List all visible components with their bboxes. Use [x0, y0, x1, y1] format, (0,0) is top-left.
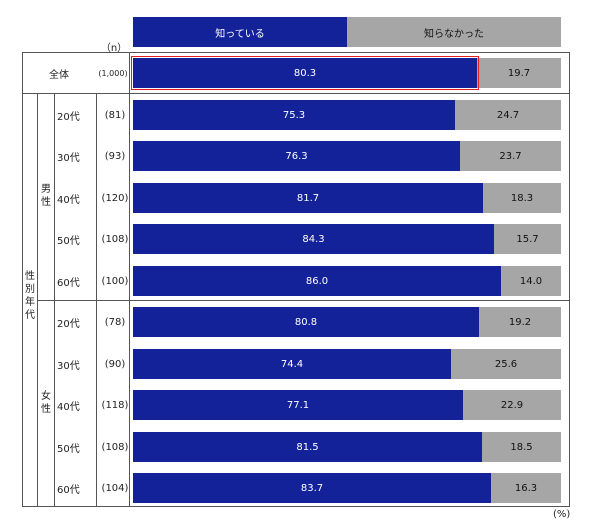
total-row-divider [22, 93, 570, 94]
bar-know: 81.5 [133, 432, 482, 462]
bar-notknow: 14.0 [501, 266, 561, 296]
bar-know-value: 81.7 [296, 192, 320, 204]
bar-know: 80.3 [133, 58, 477, 88]
bar-notknow-value: 19.7 [507, 67, 531, 79]
bar-know: 81.7 [133, 183, 483, 213]
bar-notknow-value: 14.0 [519, 275, 543, 287]
legend-know-label: 知っている [215, 28, 265, 40]
bar-notknow-value: 18.5 [510, 441, 533, 453]
row-n-value: (93) [104, 150, 126, 162]
bar-notknow: 15.7 [494, 224, 561, 254]
row-n-value: (104) [101, 482, 129, 494]
bar-know-value: 77.1 [286, 399, 310, 411]
row-label: 30代 [57, 360, 80, 372]
bar-notknow: 25.6 [451, 349, 561, 379]
row-n-value: (81) [104, 109, 126, 121]
bar-notknow: 24.7 [455, 100, 561, 130]
bar-know-value: 76.3 [285, 150, 308, 162]
n-column-divider [129, 52, 130, 507]
n-column-header: （n） [100, 43, 128, 54]
chart-frame [22, 52, 570, 507]
bar-notknow: 19.7 [477, 58, 561, 88]
row-n-value: (108) [101, 233, 129, 245]
bar-notknow-value: 24.7 [496, 109, 520, 121]
bar-notknow: 19.2 [479, 307, 561, 337]
bar-know: 83.7 [133, 473, 491, 503]
bar-know: 75.3 [133, 100, 455, 130]
row-label: 20代 [57, 111, 80, 123]
bar-notknow-value: 22.9 [500, 399, 524, 411]
unit-label: (%) [553, 509, 571, 520]
bar-know-value: 74.4 [280, 358, 304, 370]
row-n-value: (90) [104, 358, 126, 370]
bar-notknow-value: 23.7 [499, 150, 522, 162]
row-n-value: (118) [101, 399, 129, 411]
bar-notknow: 22.9 [463, 390, 561, 420]
bar-notknow-value: 16.3 [514, 482, 538, 494]
bar-notknow: 18.3 [483, 183, 561, 213]
bar-notknow-value: 18.3 [510, 192, 534, 204]
row-n-value: (100) [101, 275, 129, 287]
row-label: 60代 [57, 484, 80, 496]
male-label: 男性 [41, 184, 51, 208]
bar-notknow: 23.7 [460, 141, 561, 171]
bar-know: 86.0 [133, 266, 501, 296]
legend-notknow: 知らなかった [347, 17, 561, 47]
legend-know: 知っている [133, 17, 347, 47]
row-label: 20代 [57, 318, 80, 330]
bar-know-value: 80.3 [293, 67, 317, 79]
legend-notknow-label: 知らなかった [424, 28, 484, 40]
bar-know: 77.1 [133, 390, 463, 420]
bar-notknow-value: 15.7 [516, 233, 539, 245]
row-label: 30代 [57, 152, 80, 164]
bar-know-value: 75.3 [282, 109, 306, 121]
row-n-value: (108) [101, 441, 129, 453]
bar-know-value: 83.7 [300, 482, 324, 494]
bar-notknow-value: 25.6 [494, 358, 518, 370]
bar-know-value: 84.3 [302, 233, 325, 245]
row-label: 40代 [57, 194, 80, 206]
bar-know-value: 81.5 [296, 441, 319, 453]
bar-know: 74.4 [133, 349, 451, 379]
row-n-value: (78) [104, 316, 126, 328]
total-label: 全体 [49, 69, 69, 81]
gender-divider [37, 300, 570, 301]
row-label: 50代 [57, 443, 80, 455]
row-label: 60代 [57, 277, 80, 289]
row-label: 50代 [57, 235, 80, 247]
bar-know: 80.8 [133, 307, 479, 337]
bar-notknow: 18.5 [482, 432, 561, 462]
bar-notknow: 16.3 [491, 473, 561, 503]
bar-notknow-value: 19.2 [508, 316, 532, 328]
row-label: 40代 [57, 401, 80, 413]
group-label: 性別年代 [25, 271, 35, 321]
bar-know-value: 80.8 [294, 316, 318, 328]
row-n-value: (120) [101, 192, 129, 204]
female-label: 女性 [41, 391, 51, 415]
bar-know: 84.3 [133, 224, 494, 254]
highlight-box [131, 56, 479, 90]
row-n-value: (1,000) [98, 68, 128, 78]
bar-know: 76.3 [133, 141, 460, 171]
bar-know-value: 86.0 [305, 275, 329, 287]
